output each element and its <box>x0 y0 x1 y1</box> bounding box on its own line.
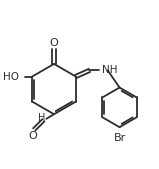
Text: Br: Br <box>113 133 126 143</box>
Text: O: O <box>50 38 58 48</box>
Text: O: O <box>28 130 37 141</box>
Text: HO: HO <box>3 71 18 81</box>
Text: NH: NH <box>102 65 117 75</box>
Text: H: H <box>38 113 45 123</box>
